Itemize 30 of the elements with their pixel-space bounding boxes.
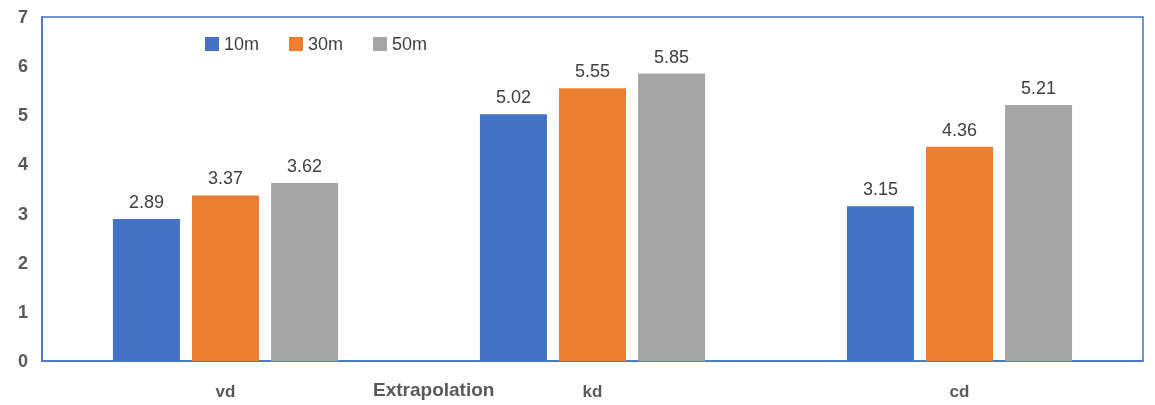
bar — [559, 88, 626, 361]
data-label: 3.37 — [207, 168, 244, 189]
bar — [271, 183, 339, 361]
legend-label: 50m — [392, 34, 428, 54]
y-tick-label: 3 — [17, 203, 28, 224]
bar — [192, 195, 259, 361]
data-label: 5.02 — [495, 87, 531, 108]
data-label: 4.36 — [941, 119, 978, 140]
y-tick-label: 7 — [17, 7, 28, 27]
legend-label: 30m — [308, 34, 344, 54]
data-label: 2.89 — [128, 191, 164, 212]
legend-label: 10m — [224, 34, 260, 54]
bar — [1005, 104, 1073, 361]
x-axis-title: Extrapolation — [373, 379, 495, 400]
data-label: 3.15 — [862, 179, 898, 200]
data-label: 3.62 — [287, 156, 323, 177]
x-tick-label: kd — [582, 382, 603, 401]
y-tick-label: 1 — [17, 301, 28, 322]
data-label: 5.55 — [574, 61, 611, 82]
x-tick-label: vd — [215, 382, 236, 401]
y-tick-label: 4 — [17, 154, 28, 175]
bar — [638, 73, 706, 361]
data-label: 5.85 — [654, 46, 690, 67]
bar — [926, 146, 993, 361]
y-tick-label: 0 — [17, 351, 28, 371]
data-label: 5.21 — [1021, 77, 1057, 98]
x-tick-label: cd — [949, 382, 970, 401]
y-tick-label: 2 — [17, 252, 28, 273]
y-tick-label: 6 — [17, 56, 28, 77]
y-tick-label: 5 — [17, 105, 28, 126]
